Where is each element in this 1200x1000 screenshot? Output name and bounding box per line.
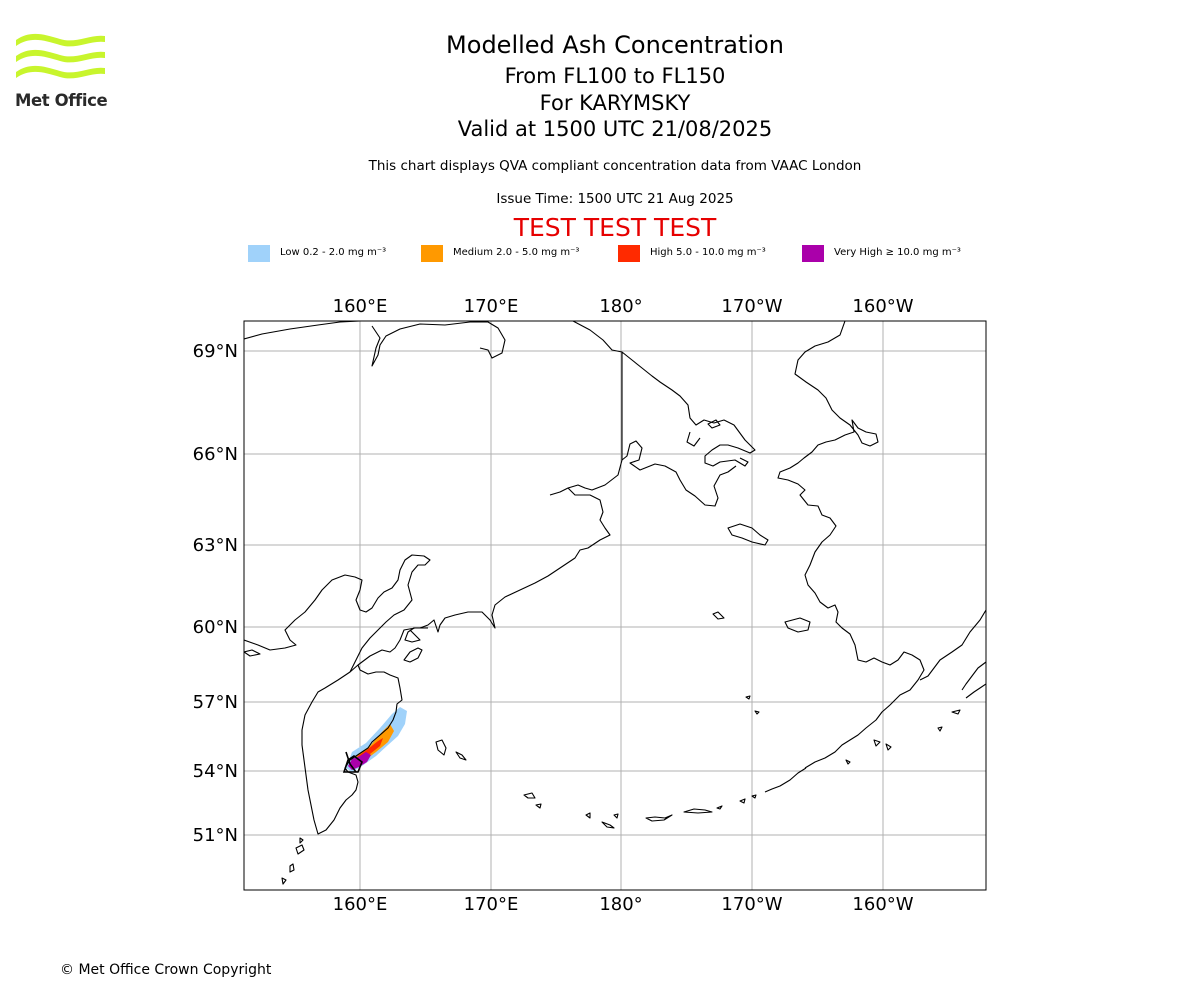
legend-swatch-medium — [421, 245, 443, 262]
lon-label-bottom: 160°W — [852, 894, 913, 915]
legend-label-medium: Medium 2.0 - 5.0 mg m⁻³ — [453, 247, 580, 258]
lon-label-bottom: 160°E — [333, 894, 388, 915]
lat-label: 66°N — [193, 444, 238, 465]
map-frame — [243, 320, 987, 891]
longitude-labels-top: 160°E 170°E 180° 170°W 160°W — [333, 296, 914, 317]
chart-title: Modelled Ash Concentration — [446, 31, 784, 59]
legend-swatch-very-high — [802, 245, 824, 262]
lon-label-top: 170°W — [721, 296, 782, 317]
legend-swatch-high — [618, 245, 640, 262]
issue-time: Issue Time: 1500 UTC 21 Aug 2025 — [496, 191, 734, 207]
valid-time: Valid at 1500 UTC 21/08/2025 — [457, 117, 773, 141]
lat-label: 54°N — [193, 761, 238, 782]
lat-label: 57°N — [193, 692, 238, 713]
flight-level-range: From FL100 to FL150 — [504, 64, 726, 88]
lat-label: 63°N — [193, 535, 238, 556]
met-office-logo: Met Office — [14, 30, 110, 112]
ash-cloud — [346, 707, 407, 772]
chart-info-text: This chart displays QVA compliant concen… — [368, 158, 862, 174]
latitude-labels: 69°N 66°N 63°N 60°N 57°N 54°N 51°N — [193, 341, 238, 846]
map-gridlines — [244, 321, 986, 890]
lon-label-top: 160°W — [852, 296, 913, 317]
lon-label-bottom: 180° — [599, 894, 642, 915]
lon-label-bottom: 170°E — [464, 894, 519, 915]
volcano-name: For KARYMSKY — [539, 91, 691, 115]
legend-swatch-low — [248, 245, 270, 262]
legend-label-low: Low 0.2 - 2.0 mg m⁻³ — [280, 247, 387, 258]
legend-label-high: High 5.0 - 10.0 mg m⁻³ — [650, 247, 766, 258]
volcano-marker — [342, 751, 363, 773]
lat-label: 60°N — [193, 617, 238, 638]
met-office-logo-text: Met Office — [15, 91, 108, 110]
longitude-labels-bottom: 160°E 170°E 180° 170°W 160°W — [333, 894, 914, 915]
coastlines — [244, 321, 986, 885]
lat-label: 69°N — [193, 341, 238, 362]
lon-label-top: 170°E — [464, 296, 519, 317]
lon-label-bottom: 170°W — [721, 894, 782, 915]
test-banner: TEST TEST TEST — [513, 213, 717, 242]
met-office-waves-icon — [16, 33, 105, 79]
lon-label-top: 160°E — [333, 296, 388, 317]
legend-label-very-high: Very High ≥ 10.0 mg m⁻³ — [834, 247, 961, 258]
lat-label: 51°N — [193, 825, 238, 846]
concentration-legend: Low 0.2 - 2.0 mg m⁻³ Medium 2.0 - 5.0 mg… — [0, 244, 1200, 264]
lon-label-top: 180° — [599, 296, 642, 317]
copyright-footer: © Met Office Crown Copyright — [60, 962, 272, 978]
